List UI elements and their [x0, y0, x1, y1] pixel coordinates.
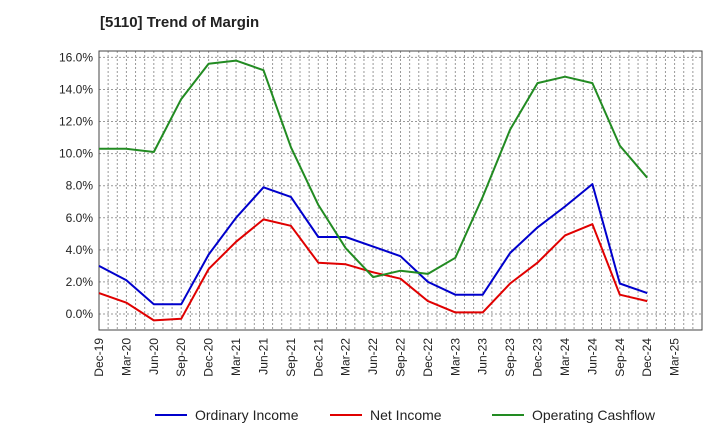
x-tick-label: Mar-23 — [448, 338, 462, 376]
x-tick-label: Mar-22 — [339, 338, 353, 376]
x-tick-label: Dec-19 — [92, 338, 106, 377]
x-tick-label: Mar-20 — [119, 338, 133, 376]
x-tick-label: Sep-22 — [394, 338, 408, 377]
x-tick-label: Mar-24 — [558, 338, 572, 376]
y-tick-label: 6.0% — [66, 211, 94, 225]
x-tick-label: Sep-21 — [284, 338, 298, 377]
legend-label: Ordinary Income — [195, 407, 299, 423]
x-tick-label: Jun-23 — [476, 338, 490, 375]
y-tick-label: 10.0% — [59, 147, 93, 161]
x-tick-label: Sep-20 — [174, 338, 188, 377]
series-line-ordinary-income — [98, 183, 648, 306]
x-tick-label: Sep-23 — [503, 338, 517, 377]
series-line-net-income — [98, 218, 648, 322]
y-tick-label: 2.0% — [66, 275, 94, 289]
x-tick-label: Dec-20 — [202, 338, 216, 377]
x-tick-label: Mar-25 — [668, 338, 682, 376]
x-tick-label: Dec-23 — [531, 338, 545, 377]
x-tick-label: Dec-24 — [640, 338, 654, 377]
y-tick-label: 4.0% — [66, 243, 94, 257]
legend-label: Net Income — [370, 407, 442, 423]
y-tick-label: 8.0% — [66, 179, 94, 193]
chart-title: [5110] Trend of Margin — [100, 14, 260, 31]
plot-frame — [98, 50, 703, 331]
x-tick-label: Jun-20 — [147, 338, 161, 375]
y-tick-label: 14.0% — [59, 82, 93, 96]
x-tick-label: Jun-24 — [585, 338, 599, 375]
series-line-operating-cashflow — [99, 59, 648, 279]
x-tick-label: Jun-22 — [366, 338, 380, 375]
x-tick-label: Jun-21 — [256, 338, 270, 375]
x-tick-label: Sep-24 — [613, 338, 627, 377]
x-tick-label: Mar-21 — [229, 338, 243, 376]
legend-label: Operating Cashflow — [532, 407, 656, 423]
y-tick-label: 12.0% — [59, 115, 93, 129]
y-tick-label: 16.0% — [59, 50, 93, 64]
x-tick-label: Dec-22 — [421, 338, 435, 377]
y-tick-label: 0.0% — [66, 307, 94, 321]
x-tick-label: Dec-21 — [311, 338, 325, 377]
